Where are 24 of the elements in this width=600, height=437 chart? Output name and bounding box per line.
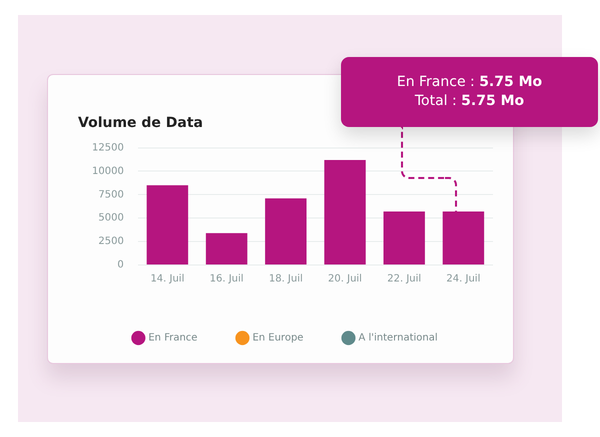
y-tick-label: 0 <box>117 260 124 271</box>
x-tick-label: 18. Juil <box>268 274 303 285</box>
x-tick-label: 24. Juil <box>446 274 480 285</box>
y-tick-label: 7500 <box>98 189 124 200</box>
x-tick-label: 20. Juil <box>328 274 362 285</box>
bar <box>265 198 307 264</box>
bar <box>206 233 248 264</box>
bar <box>383 212 425 264</box>
bar <box>146 185 188 264</box>
y-tick-label: 2500 <box>98 236 124 248</box>
y-tick-label: 5000 <box>98 212 124 224</box>
legend-label: En Europe <box>252 332 304 344</box>
bar <box>324 160 366 264</box>
text: Total : 5.75 Mo <box>414 92 524 111</box>
x-tick-label: 22. Juil <box>387 274 422 285</box>
y-tick-label: 10000 <box>92 166 124 177</box>
bar <box>442 212 484 264</box>
legend-label: A l'international <box>358 332 438 344</box>
x-tick-label: 16. Juil <box>210 274 244 285</box>
y-tick-label: 12500 <box>92 142 124 154</box>
chart-title: Volume de Data <box>78 115 204 132</box>
text: En France : 5.75 Mo <box>396 73 542 92</box>
x-tick-label: 14. Juil <box>150 274 184 285</box>
legend-label: En France <box>148 332 198 344</box>
